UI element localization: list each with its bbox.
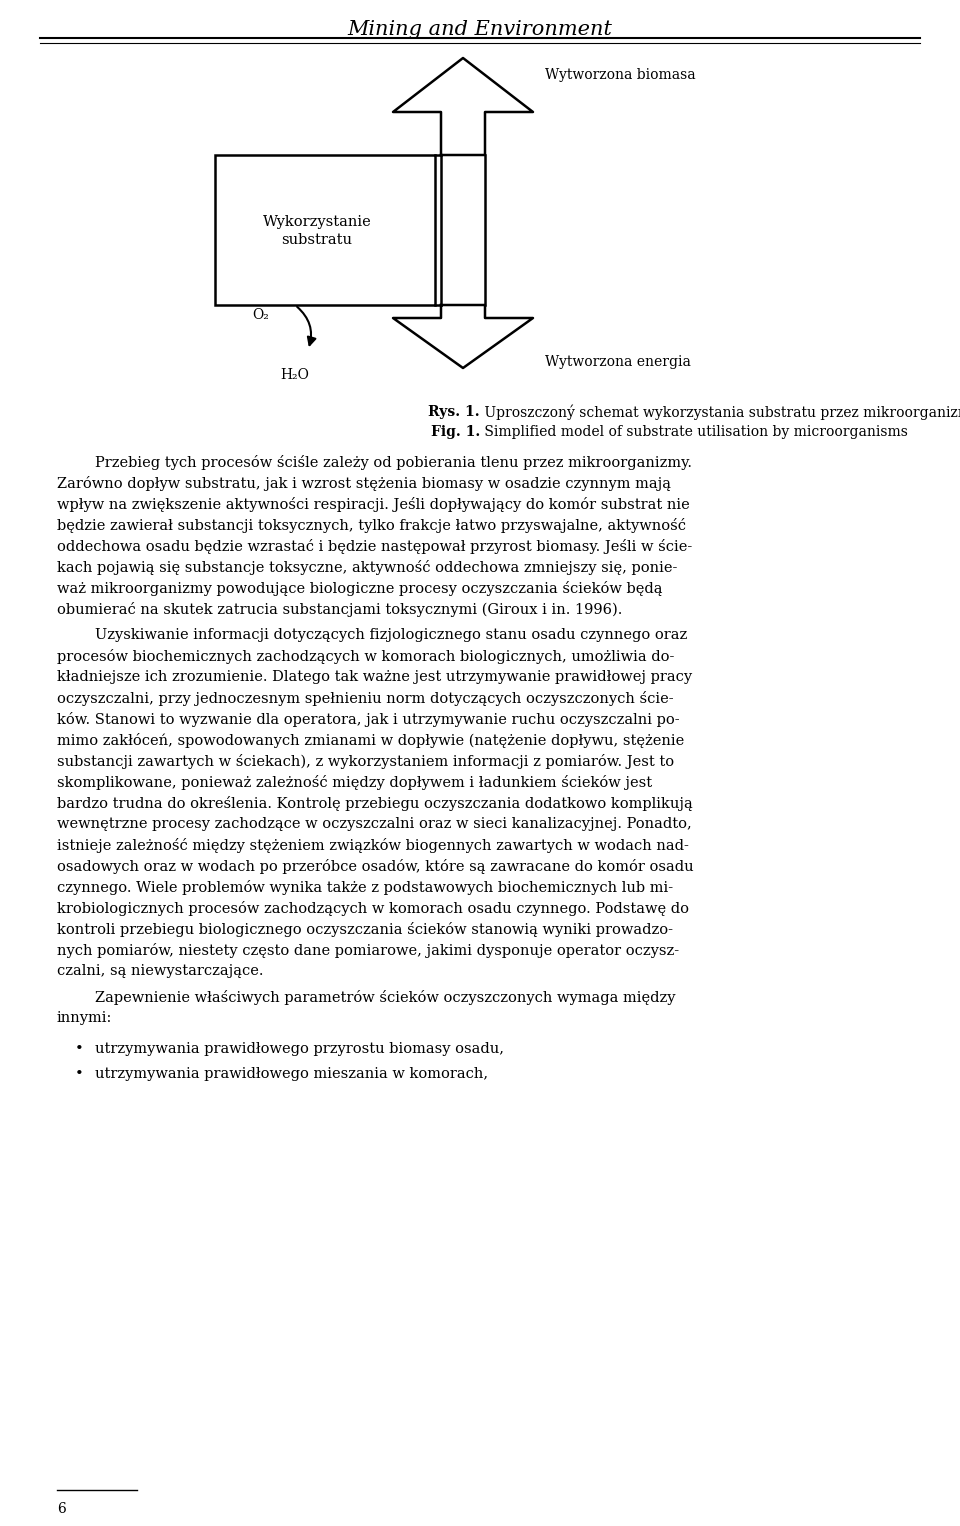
Text: procesów biochemicznych zachodzących w komorach biologicznych, umożliwia do-: procesów biochemicznych zachodzących w k… — [57, 649, 674, 664]
Text: Wytworzona energia: Wytworzona energia — [545, 356, 691, 369]
Text: Uproszczoný schemat wykorzystania substratu przez mikroorganizmy: Uproszczoný schemat wykorzystania substr… — [480, 404, 960, 421]
Text: O₂: O₂ — [252, 308, 269, 322]
Text: Rys. 1.: Rys. 1. — [428, 404, 480, 420]
Text: osadowych oraz w wodach po przeróbce osadów, które są zawracane do komór osadu: osadowych oraz w wodach po przeróbce osa… — [57, 859, 694, 874]
Text: wpływ na zwiększenie aktywności respiracji. Jeśli dopływający do komór substrat : wpływ na zwiększenie aktywności respirac… — [57, 497, 689, 513]
Text: Zarówno dopływ substratu, jak i wzrost stężenia biomasy w osadzie czynnym mają: Zarówno dopływ substratu, jak i wzrost s… — [57, 476, 671, 491]
Text: Wykorzystanie: Wykorzystanie — [263, 215, 372, 229]
Text: kładniejsze ich zrozumienie. Dlatego tak ważne jest utrzymywanie prawidłowej pra: kładniejsze ich zrozumienie. Dlatego tak… — [57, 670, 692, 684]
Text: czynnego. Wiele problemów wynika także z podstawowych biochemicznych lub mi-: czynnego. Wiele problemów wynika także z… — [57, 881, 673, 896]
Text: Mining and Environment: Mining and Environment — [348, 20, 612, 40]
Text: Przebieg tych procesów ściśle zależy od pobierania tlenu przez mikroorganizmy.: Przebieg tych procesów ściśle zależy od … — [95, 455, 692, 470]
Text: istnieje zależność między stężeniem związków biogennych zawartych w wodach nad-: istnieje zależność między stężeniem zwią… — [57, 838, 689, 853]
Text: H₂O: H₂O — [280, 368, 309, 382]
Text: Wytworzona biomasa: Wytworzona biomasa — [545, 69, 696, 82]
Text: obumierać na skutek zatrucia substancjami toksycznymi (Giroux i in. 1996).: obumierać na skutek zatrucia substancjam… — [57, 601, 622, 617]
Text: krobiologicznych procesów zachodzących w komorach osadu czynnego. Podstawę do: krobiologicznych procesów zachodzących w… — [57, 900, 689, 916]
Text: kach pojawią się substancje toksyczne, aktywność oddechowa zmniejszy się, ponie-: kach pojawią się substancje toksyczne, a… — [57, 560, 678, 575]
Bar — [215, 156, 435, 305]
Text: Simplified model of substrate utilisation by microorganisms: Simplified model of substrate utilisatio… — [480, 426, 908, 439]
Text: czalni, są niewystarczające.: czalni, są niewystarczające. — [57, 964, 263, 978]
FancyArrowPatch shape — [298, 307, 316, 345]
Text: skomplikowane, ponieważ zależność między dopływem i ładunkiem ścieków jest: skomplikowane, ponieważ zależność między… — [57, 775, 652, 790]
Text: waż mikroorganizmy powodujące biologiczne procesy oczyszczania ścieków będą: waż mikroorganizmy powodujące biologiczn… — [57, 581, 662, 597]
Text: bardzo trudna do określenia. Kontrolę przebiegu oczyszczania dodatkowo komplikuj: bardzo trudna do określenia. Kontrolę pr… — [57, 797, 693, 810]
Text: nych pomiarów, niestety często dane pomiarowe, jakimi dysponuje operator oczysz-: nych pomiarów, niestety często dane pomi… — [57, 943, 679, 958]
Text: mimo zakłóceń, spowodowanych zmianami w dopływie (natężenie dopływu, stężenie: mimo zakłóceń, spowodowanych zmianami w … — [57, 732, 684, 748]
Text: Fig. 1.: Fig. 1. — [431, 426, 480, 439]
Text: 6: 6 — [57, 1502, 65, 1515]
Text: •: • — [75, 1042, 84, 1056]
Text: ków. Stanowi to wyzwanie dla operatora, jak i utrzymywanie ruchu oczyszczalni po: ków. Stanowi to wyzwanie dla operatora, … — [57, 713, 680, 726]
Text: Zapewnienie właściwych parametrów ścieków oczyszczonych wymaga między: Zapewnienie właściwych parametrów ściekó… — [95, 990, 676, 1006]
Text: utrzymywania prawidłowego mieszania w komorach,: utrzymywania prawidłowego mieszania w ko… — [95, 1067, 488, 1080]
Text: substratu: substratu — [281, 233, 352, 247]
Text: wewnętrzne procesy zachodzące w oczyszczalni oraz w sieci kanalizacyjnej. Ponadt: wewnętrzne procesy zachodzące w oczyszcz… — [57, 816, 692, 832]
Text: oddechowa osadu będzie wzrastać i będzie następował przyrost biomasy. Jeśli w śc: oddechowa osadu będzie wzrastać i będzie… — [57, 539, 692, 554]
Text: będzie zawierał substancji toksycznych, tylko frakcje łatwo przyswajalne, aktywn: będzie zawierał substancji toksycznych, … — [57, 517, 686, 533]
Text: Uzyskiwanie informacji dotyczących fizjologicznego stanu osadu czynnego oraz: Uzyskiwanie informacji dotyczących fizjo… — [95, 629, 687, 642]
Text: •: • — [75, 1067, 84, 1080]
Text: innymi:: innymi: — [57, 1012, 112, 1025]
Text: utrzymywania prawidłowego przyrostu biomasy osadu,: utrzymywania prawidłowego przyrostu biom… — [95, 1042, 504, 1056]
Text: substancji zawartych w ściekach), z wykorzystaniem informacji z pomiarów. Jest t: substancji zawartych w ściekach), z wyko… — [57, 754, 674, 769]
Text: oczyszczalni, przy jednoczesnym spełnieniu norm dotyczących oczyszczonych ście-: oczyszczalni, przy jednoczesnym spełnien… — [57, 691, 674, 707]
Text: kontroli przebiegu biologicznego oczyszczania ścieków stanowią wyniki prowadzo-: kontroli przebiegu biologicznego oczyszc… — [57, 922, 673, 937]
